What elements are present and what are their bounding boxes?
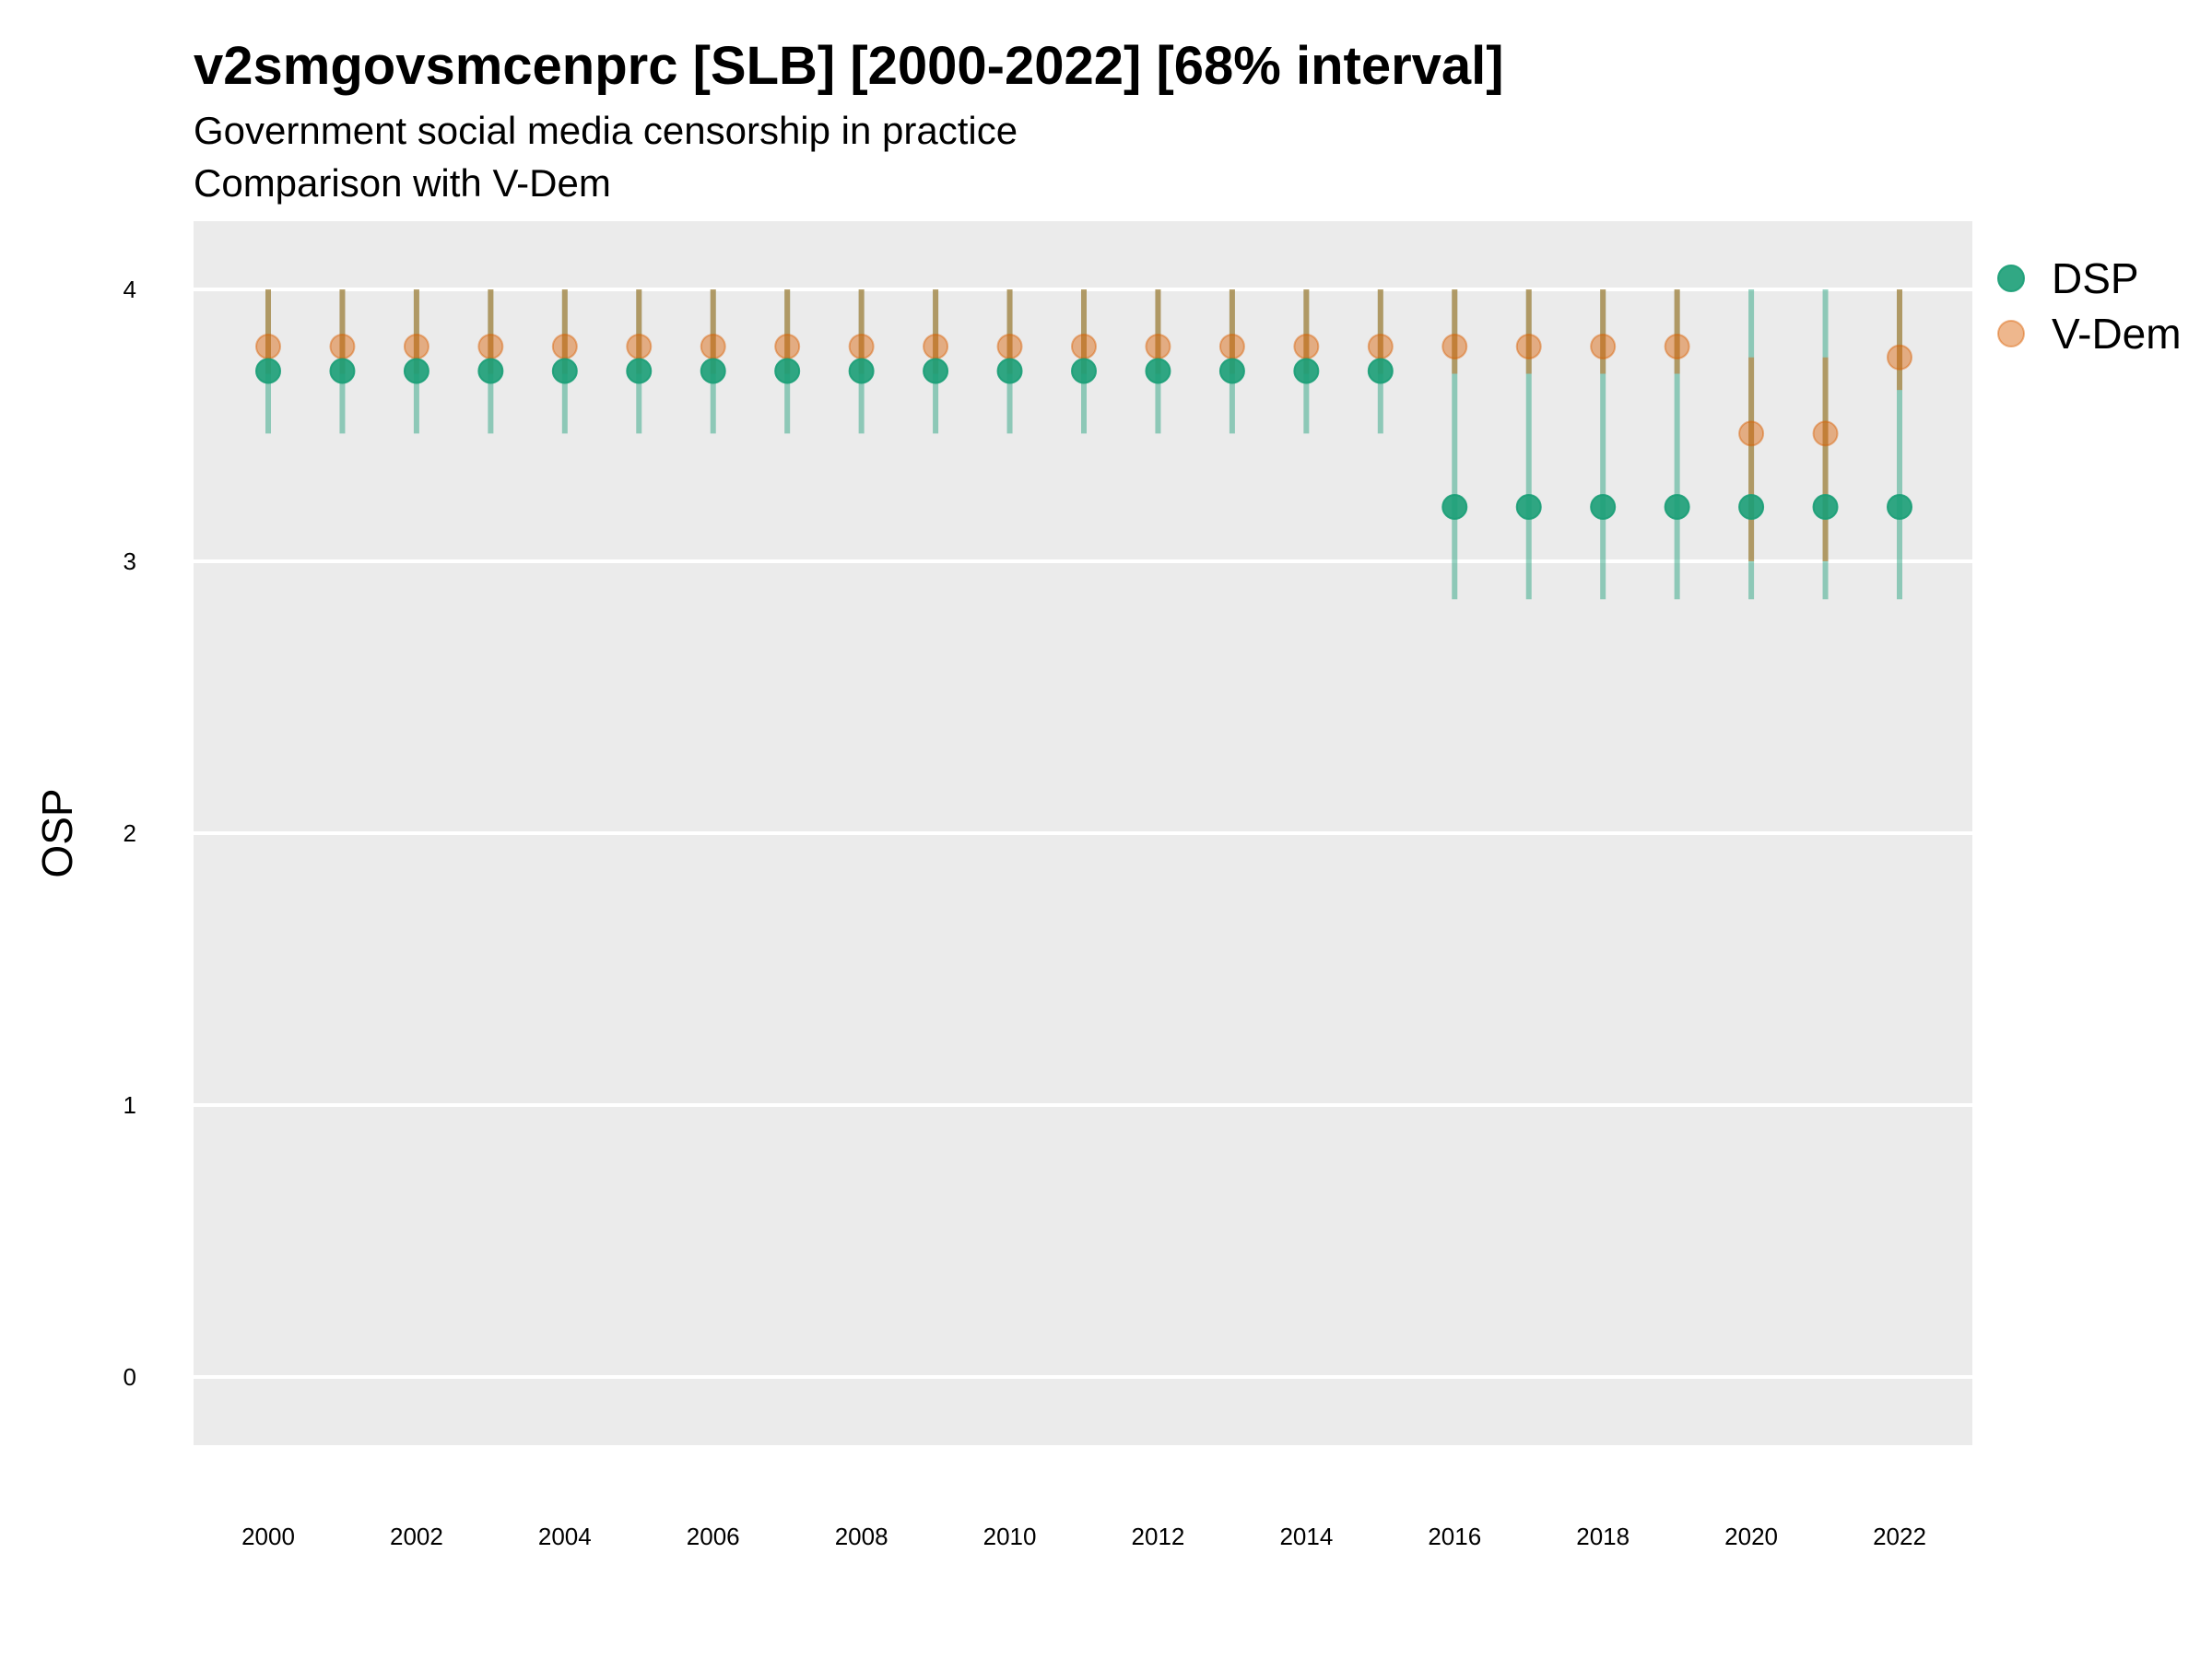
y-tick-label: 3 [124,547,136,575]
x-tick-label: 2012 [1132,1523,1185,1550]
x-tick-labels: 2000 2002 2004 2006 2008 2010 2012 2014 2016 2018… [241,1523,1926,1550]
x-tick-label: 2000 [241,1523,295,1550]
data-point-dsp [403,358,429,384]
legend-label: V-Dem [2052,310,2182,358]
data-point-vdem [700,333,726,359]
x-tick-label: 2022 [1873,1523,1926,1550]
x-tick-label: 2014 [1279,1523,1333,1550]
data-point-vdem [923,333,949,359]
data-point-vdem [996,333,1023,359]
data-point-vdem [1887,344,1912,371]
data-point-vdem [329,333,356,359]
data-point-vdem [1145,333,1171,359]
data-point-dsp [923,358,949,384]
data-point-vdem [1812,420,1839,447]
data-point-dsp [774,358,801,384]
x-tick-label: 2016 [1428,1523,1481,1550]
x-tick-label: 2018 [1576,1523,1630,1550]
chart-title: v2smgovsmcenprc [SLB] [2000-2022] [68% i… [194,36,1504,96]
data-point-vdem [626,333,653,359]
y-tick-label: 4 [124,276,136,303]
y-axis-label: OSP [33,788,81,877]
data-point-dsp [1071,358,1097,384]
data-point-vdem [1515,333,1542,359]
y-tick-labels: 0 1 2 3 4 [124,276,136,1391]
chart-subtitle-2: Comparison with V-Dem [194,161,611,205]
x-tick-label: 2010 [983,1523,1037,1550]
data-point-dsp [551,358,578,384]
data-point-dsp [477,358,504,384]
data-point-dsp [255,358,281,384]
data-point-dsp [848,358,875,384]
x-tick-label: 2002 [390,1523,443,1550]
data-point-dsp [996,358,1023,384]
data-point-dsp [1738,494,1765,520]
data-point-dsp [1218,358,1245,384]
y-tick-label: 0 [124,1363,136,1391]
data-point-dsp [1145,358,1171,384]
legend-label: DSP [2052,254,2139,302]
data-point-vdem [1071,333,1097,359]
data-point-vdem [477,333,504,359]
data-point-dsp [329,358,356,384]
x-tick-label: 2008 [835,1523,888,1550]
x-tick-label: 2004 [538,1523,592,1550]
data-point-dsp [1812,494,1839,520]
data-point-dsp [1664,494,1690,520]
data-point-dsp [1367,358,1394,384]
x-tick-label: 2020 [1724,1523,1778,1550]
data-point-dsp [626,358,653,384]
y-tick-label: 2 [124,819,136,847]
grid-layer [194,288,1972,1379]
data-point-dsp [1590,494,1617,520]
data-point-dsp [1293,358,1320,384]
data-point-vdem [1218,333,1245,359]
data-point-vdem [551,333,578,359]
legend-key-dsp [1997,265,2025,292]
data-point-vdem [1738,420,1765,447]
data-point-dsp [1887,494,1912,520]
data-point-dsp [1515,494,1542,520]
data-point-vdem [1441,333,1468,359]
data-point-vdem [403,333,429,359]
data-point-dsp [700,358,726,384]
data-point-vdem [255,333,281,359]
chart-subtitle: Government social media censorship in pr… [194,109,1018,152]
legend: DSP V-Dem [1997,254,2182,358]
data-point-vdem [848,333,875,359]
data-point-vdem [774,333,801,359]
data-point-vdem [1367,333,1394,359]
legend-key-vdem [1997,320,2025,347]
data-point-dsp [1441,494,1468,520]
y-tick-label: 1 [124,1091,136,1119]
data-point-vdem [1293,333,1320,359]
x-tick-label: 2006 [687,1523,740,1550]
data-point-vdem [1590,333,1617,359]
data-point-vdem [1664,333,1690,359]
points-layer [255,333,1912,520]
